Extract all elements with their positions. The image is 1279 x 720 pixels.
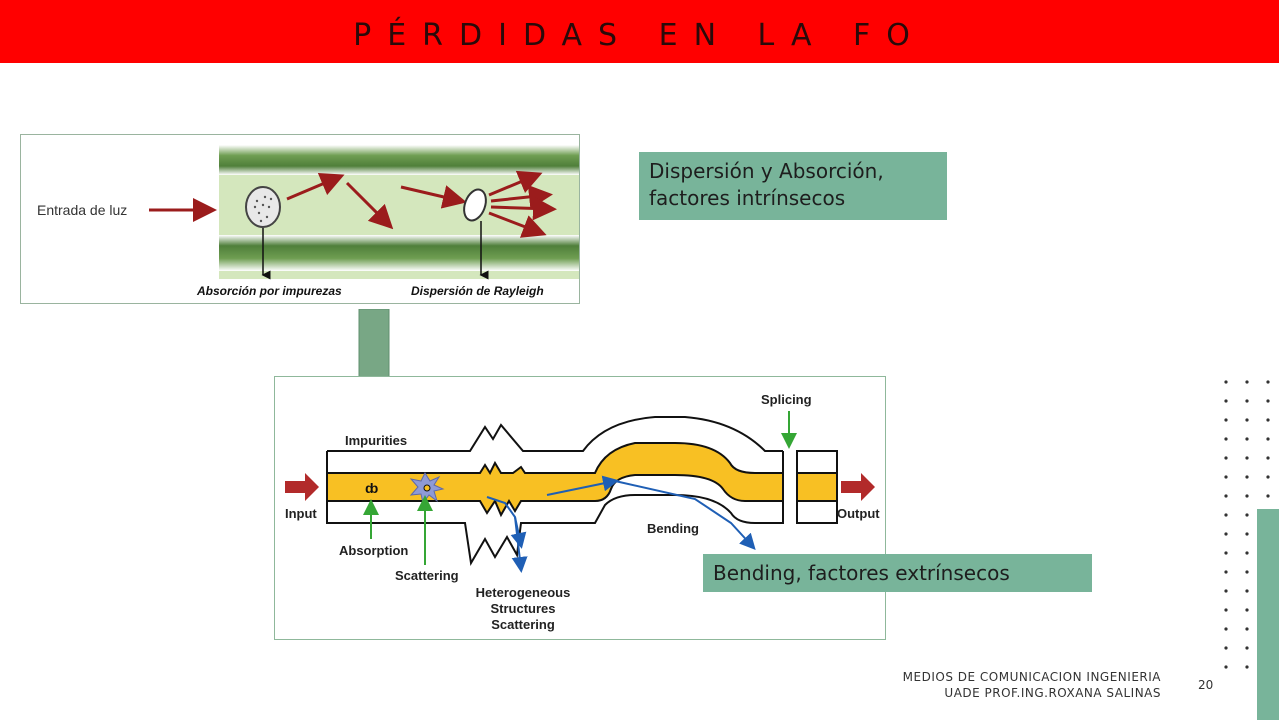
scatter-ray-2 (490, 184, 553, 209)
lower-cladding (219, 235, 579, 271)
input-arrow-icon (285, 473, 319, 501)
extrinsic-factors-box: Bending, factores extrínsecos (703, 554, 1092, 592)
page-number: 20 (1198, 678, 1214, 692)
output-arrow-icon (841, 473, 875, 501)
spliced-segment-outline (796, 450, 838, 524)
intrinsic-factors-box: Dispersión y Absorción, factores intríns… (639, 152, 947, 220)
intrinsic-line-2: factores intrínsecos (649, 186, 846, 210)
absorption-label: Absorption (339, 543, 408, 558)
decorative-dots (1224, 380, 1270, 669)
scatter-ray-3 (490, 196, 557, 221)
impurities-label: Impurities (345, 433, 407, 448)
fiber-loss-diagram: ȸ Impurities Input Output Absorption Sca… (285, 392, 880, 632)
title-bar (0, 0, 1279, 63)
ray-3 (400, 185, 467, 209)
hetero-label-2: Structures (490, 601, 555, 616)
upper-cladding-outline (327, 416, 783, 452)
fiber-core (326, 442, 784, 518)
upper-cladding (219, 145, 579, 175)
output-label: Output (837, 506, 880, 521)
impurity-particle (245, 186, 281, 228)
input-light-label: Entrada de luz (37, 202, 127, 218)
splicing-label: Splicing (761, 392, 812, 407)
bend-ray-1 (546, 475, 619, 496)
hetero-label-3: Scattering (491, 617, 555, 632)
fiber-loss-figure: ȸ Impurities Input Output Absorption Sca… (274, 376, 886, 640)
footer-line-1: MEDIOS DE COMUNICACION INGENIERIA (902, 670, 1161, 684)
scatter-ray-4 (488, 211, 547, 238)
intrinsic-loss-diagram: Entrada de luz Absorción por impurezas D… (37, 145, 579, 298)
intrinsic-loss-figure: Entrada de luz Absorción por impurezas D… (20, 134, 580, 304)
bending-label: Bending (647, 521, 699, 536)
absorption-marker: ȸ (365, 480, 378, 496)
slide-title: PÉRDIDAS EN LA FO (353, 18, 926, 53)
spliced-core-segment (796, 472, 838, 502)
scatter-ray-1 (488, 170, 543, 197)
rayleigh-particle (463, 188, 487, 222)
ray-2 (345, 181, 394, 230)
rayleigh-caption: Dispersión de Rayleigh (411, 284, 544, 298)
input-label: Input (285, 506, 317, 521)
bend-ray-2 (614, 480, 756, 550)
hetero-label-1: Heterogeneous (476, 585, 571, 600)
intrinsic-line-1: Dispersión y Absorción, (649, 159, 884, 183)
ray-1 (286, 172, 345, 201)
side-accent-bar (1257, 509, 1279, 720)
footer-line-2: UADE PROF.ING.ROXANA SALINAS (944, 686, 1161, 700)
scattering-label: Scattering (395, 568, 459, 583)
absorption-caption: Absorción por impurezas (196, 284, 342, 298)
footer: MEDIOS DE COMUNICACION INGENIERIA UADE P… (903, 669, 1161, 701)
